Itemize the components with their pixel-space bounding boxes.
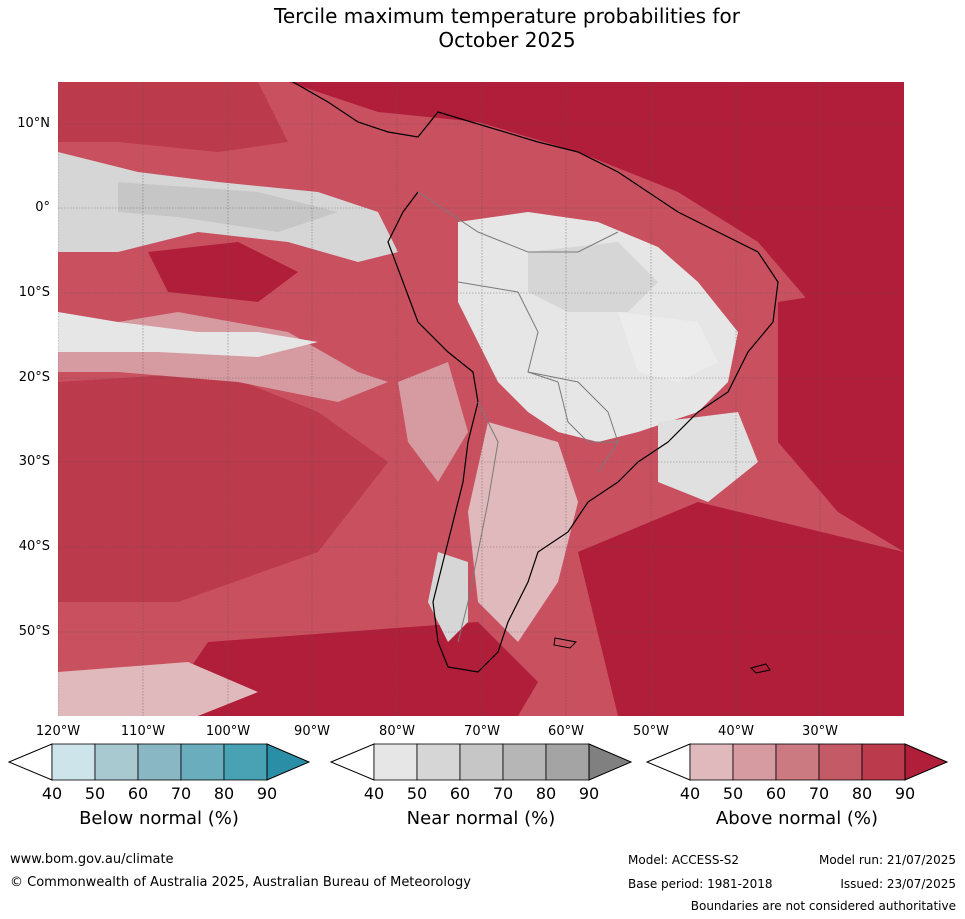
map-title: Tercile maximum temperature probabilitie…	[0, 4, 965, 52]
region-above-80-nw	[58, 82, 288, 152]
region-above-80-sw	[58, 372, 388, 602]
colorbar-near-tick: 70	[492, 784, 514, 803]
colorbar-above-tick: 60	[765, 784, 787, 803]
colorbar-below-seg-3	[137, 743, 182, 781]
colorbar-above-tick: 80	[851, 784, 873, 803]
colorbar-above-arrow-left	[646, 743, 691, 781]
colorbar-below-tick: 40	[41, 784, 63, 803]
region-near-normal-east	[618, 312, 718, 382]
colorbar-above-seg-4	[818, 743, 863, 781]
lon-label-120w: 120°W	[35, 724, 81, 739]
region-above-40-argentina	[468, 422, 578, 642]
colorbar-above-normal	[646, 743, 948, 781]
colorbar-above-tick: 50	[722, 784, 744, 803]
region-above-90-east	[778, 282, 904, 552]
colorbar-near-seg-4	[502, 743, 547, 781]
region-near-normal-pacific-south	[58, 312, 318, 357]
lon-label-40w: 40°W	[718, 724, 754, 739]
colorbar-above-seg-3	[775, 743, 820, 781]
colorbar-below-tick: 80	[213, 784, 235, 803]
colorbar-below-arrow-left	[8, 743, 53, 781]
footer-copyright: © Commonwealth of Australia 2025, Austra…	[10, 875, 471, 890]
graticule	[58, 82, 904, 716]
colorbar-near-seg-2	[416, 743, 461, 781]
colorbar-above-seg-5	[861, 743, 906, 781]
colorbar-above-seg-1	[689, 743, 734, 781]
lat-label-10s: 10°S	[18, 285, 50, 300]
region-above-90-southeast	[578, 502, 904, 716]
colorbar-near-tick: 50	[406, 784, 428, 803]
colorbar-below-seg-5	[223, 743, 268, 781]
colorbar-above-arrow-right	[904, 743, 948, 781]
title-line-2: October 2025	[438, 28, 576, 52]
footer-url: www.bom.gov.au/climate	[10, 852, 174, 867]
region-near-normal-pacific-core	[118, 182, 338, 232]
region-above-90-equatorial	[148, 242, 298, 302]
colorbar-below-seg-1	[51, 743, 96, 781]
lon-label-110w: 110°W	[120, 724, 166, 739]
colorbar-below-arrow-right	[266, 743, 310, 781]
colorbar-above-title: Above normal (%)	[715, 808, 879, 829]
colorbar-above-tick: 40	[679, 784, 701, 803]
region-above-40-southwest	[58, 662, 258, 716]
colorbar-near-tick: 40	[363, 784, 385, 803]
colorbar-near-tick: 90	[578, 784, 600, 803]
colorbar-above-tick: 90	[894, 784, 916, 803]
lat-label-10n: 10°N	[17, 116, 50, 131]
colorbar-near-normal	[330, 743, 632, 781]
colorbar-near-tick: 80	[535, 784, 557, 803]
colorbar-below-tick: 90	[256, 784, 278, 803]
colorbar-near-arrow-left	[330, 743, 375, 781]
lat-label-30s: 30°S	[18, 454, 50, 469]
lat-label-20s: 20°S	[18, 370, 50, 385]
lon-label-30w: 30°W	[802, 724, 838, 739]
colorbar-below-seg-2	[94, 743, 139, 781]
lat-label-50s: 50°S	[18, 624, 50, 639]
colorbar-near-tick: 60	[449, 784, 471, 803]
colorbar-below-title: Below normal (%)	[79, 808, 239, 829]
coastline	[292, 82, 779, 673]
colorbar-near-seg-3	[459, 743, 504, 781]
footer-model-run: Model run: 21/07/2025	[818, 853, 956, 867]
lat-label-40s: 40°S	[18, 539, 50, 554]
colorbar-above-tick: 70	[808, 784, 830, 803]
footer-issued: Issued: 23/07/2025	[840, 877, 956, 891]
lon-label-60w: 60°W	[548, 724, 584, 739]
region-near-normal-atlantic	[658, 412, 758, 502]
colorbar-near-seg-5	[545, 743, 590, 781]
colorbar-below-tick: 50	[84, 784, 106, 803]
region-above-90-north	[288, 82, 904, 312]
lon-label-80w: 80°W	[379, 724, 415, 739]
lat-label-0: 0°	[35, 200, 50, 215]
footer-base-period: Base period: 1981-2018	[628, 877, 773, 891]
colorbar-below-tick: 70	[170, 784, 192, 803]
colorbar-near-title: Near normal (%)	[406, 808, 556, 829]
colorbar-near-seg-1	[373, 743, 418, 781]
footer-model: Model: ACCESS-S2	[628, 853, 740, 867]
lon-label-90w: 90°W	[294, 724, 330, 739]
region-near-normal-patagonia	[428, 552, 468, 642]
south-georgia	[750, 663, 771, 674]
lon-label-70w: 70°W	[464, 724, 500, 739]
falkland-islands	[553, 637, 578, 649]
lon-label-100w: 100°W	[205, 724, 251, 739]
region-near-normal-interior	[528, 242, 658, 312]
colorbar-below-tick: 60	[127, 784, 149, 803]
colorbar-near-arrow-right	[588, 743, 632, 781]
lon-label-50w: 50°W	[633, 724, 669, 739]
colorbar-below-seg-4	[180, 743, 225, 781]
probability-map	[58, 82, 904, 716]
colorbar-below-normal	[8, 743, 310, 781]
region-above-50-coastal	[398, 362, 468, 482]
country-borders	[417, 191, 619, 643]
title-line-1: Tercile maximum temperature probabilitie…	[274, 4, 740, 28]
colorbar-above-seg-2	[732, 743, 777, 781]
footer-disclaimer: Boundaries are not considered authoritat…	[690, 899, 956, 913]
